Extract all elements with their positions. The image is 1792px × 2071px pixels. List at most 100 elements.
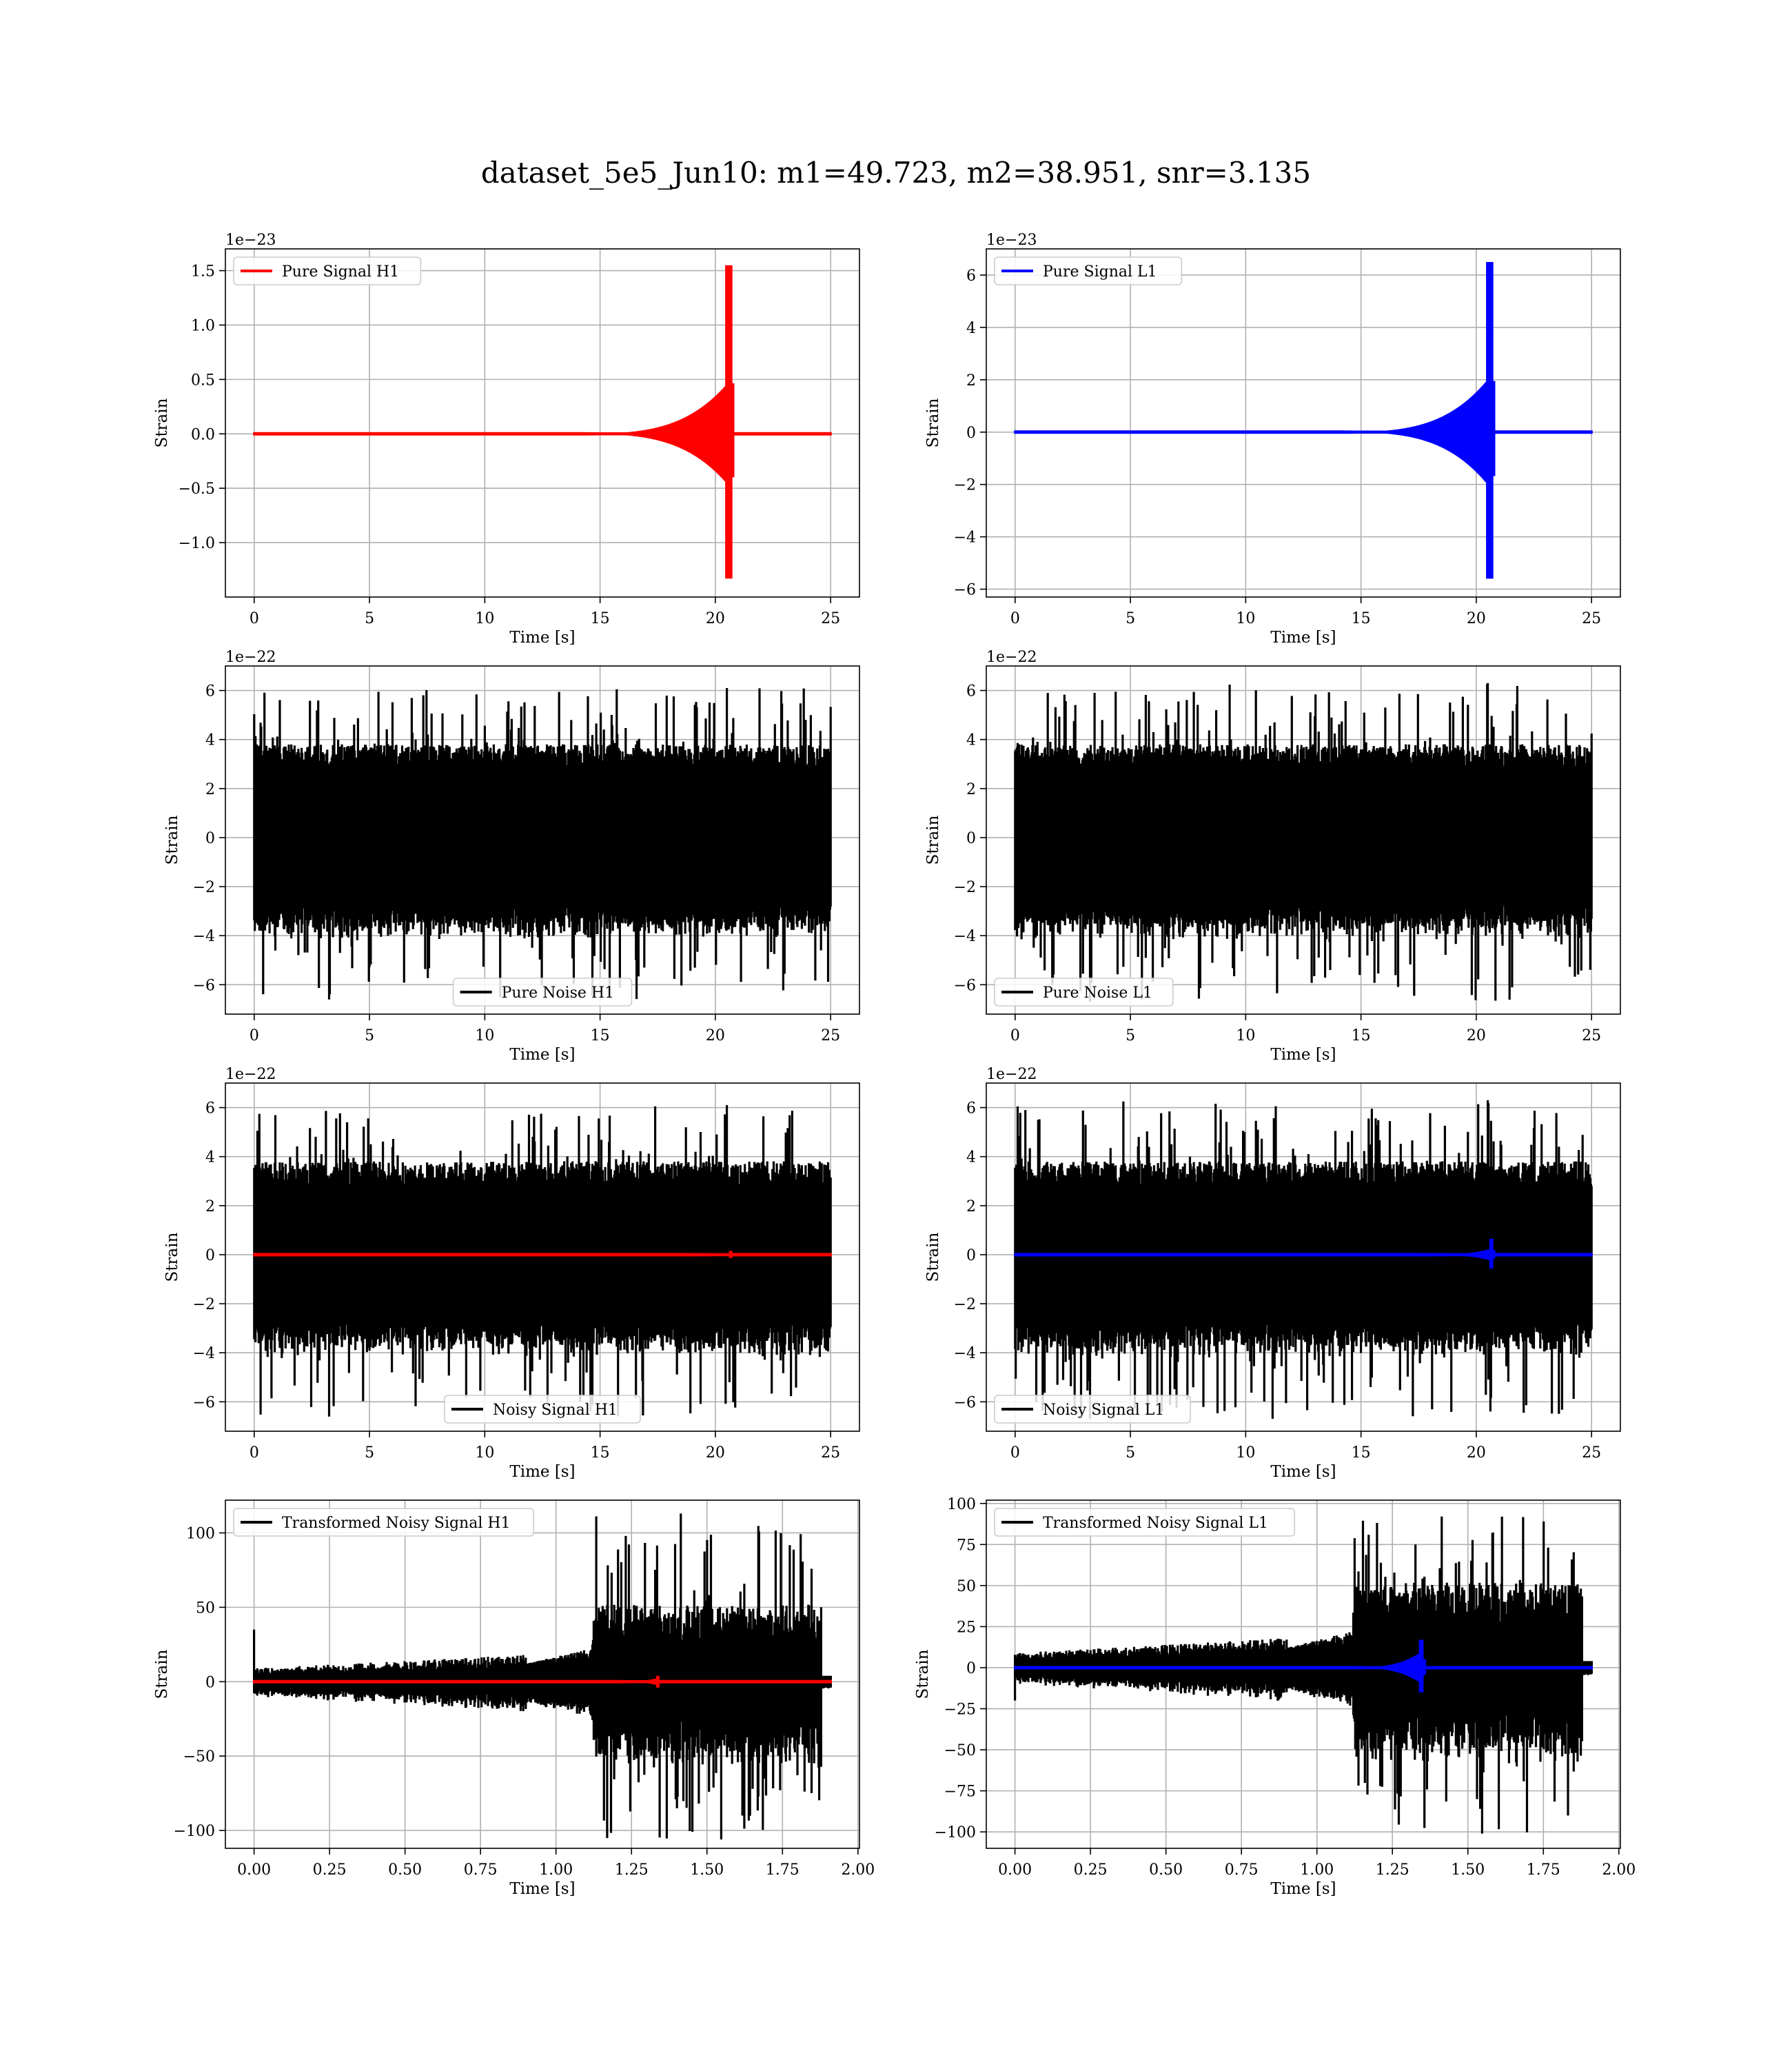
series-line-0 <box>253 1513 832 1840</box>
y-tick-label-3: 0.5 <box>191 372 215 389</box>
x-tick-label-6: 1.50 <box>1451 1861 1485 1879</box>
y-tick-label-0: −100 <box>174 1823 215 1840</box>
y-tick-label-5: 25 <box>957 1619 976 1636</box>
x-axis-label: Time [s] <box>509 1880 575 1898</box>
y-tick-label-5: 1.5 <box>191 263 215 281</box>
y-tick-label-0: −6 <box>954 977 976 994</box>
chart-pure-noise-l1: 0 5 10 15 20 25 −6 −4 −2 0 2 4 6 1e−22 Time [s] Strain P… <box>924 649 1621 1064</box>
offset-text: 1e−22 <box>225 649 276 666</box>
y-tick-label-6: 6 <box>205 1100 215 1118</box>
x-tick-label-5: 1.25 <box>615 1861 649 1879</box>
x-tick-label-4: 1.00 <box>1300 1861 1334 1879</box>
legend-label: Transformed Noisy Signal L1 <box>1043 1515 1268 1532</box>
x-tick-label-7: 1.75 <box>766 1861 800 1879</box>
y-tick-label-1: −4 <box>193 1345 215 1362</box>
axes-frame <box>225 665 860 1015</box>
y-tick-label-3: −25 <box>944 1701 976 1719</box>
y-axis-label: Strain <box>163 1232 181 1282</box>
x-tick-label-2: 10 <box>1236 610 1255 627</box>
x-tick-label-3: 15 <box>1352 610 1371 627</box>
axes-frame <box>986 248 1621 598</box>
legend: Pure Noise H1 <box>452 978 633 1007</box>
x-tick-label-2: 10 <box>1236 1027 1255 1044</box>
x-tick-label-5: 25 <box>821 1444 840 1462</box>
y-tick-label-1: −4 <box>954 1345 976 1362</box>
legend: Noisy Signal H1 <box>444 1395 641 1424</box>
y-axis-label: Strain <box>153 398 171 447</box>
y-tick-label-8: 100 <box>947 1496 976 1513</box>
x-tick-label-0: 0 <box>250 610 259 627</box>
y-tick-label-2: 0 <box>205 1674 215 1691</box>
x-tick-label-0: 0.00 <box>237 1861 271 1879</box>
y-tick-label-6: 6 <box>966 1100 976 1118</box>
x-tick-label-1: 5 <box>1126 1444 1135 1462</box>
y-tick-label-2: −2 <box>193 879 215 896</box>
y-tick-label-1: −75 <box>944 1784 976 1801</box>
legend-box <box>994 256 1183 285</box>
y-tick-label-2: −2 <box>954 477 976 494</box>
x-axis-label: Time [s] <box>1270 1463 1336 1481</box>
legend-box <box>444 1395 641 1424</box>
y-tick-label-6: 6 <box>966 267 976 285</box>
chart-pure-noise-h1: 0 5 10 15 20 25 −6 −4 −2 0 2 4 6 1e−22 Time [s] Strain P… <box>163 649 860 1064</box>
offset-text: 1e−22 <box>225 1066 276 1083</box>
legend-label: Pure Signal H1 <box>282 263 399 281</box>
x-axis-label: Time [s] <box>509 1463 575 1481</box>
y-axis-label: Strain <box>153 1649 171 1699</box>
legend-label: Noisy Signal H1 <box>493 1402 618 1419</box>
x-tick-label-5: 1.25 <box>1376 1861 1409 1879</box>
y-tick-label-5: 4 <box>966 732 976 749</box>
x-axis-label: Time [s] <box>1270 1880 1336 1898</box>
chart-noisy-signal-h1: 0 5 10 15 20 25 −6 −4 −2 0 2 4 6 1e−22 Time [s] Strain N… <box>163 1066 860 1481</box>
axes-frame <box>225 248 860 598</box>
x-axis-label: Time [s] <box>509 629 575 647</box>
y-axis-label: Strain <box>924 1232 942 1282</box>
x-tick-label-1: 0.25 <box>1074 1861 1108 1879</box>
x-tick-label-3: 0.75 <box>1225 1861 1259 1879</box>
y-tick-label-6: 50 <box>957 1578 976 1595</box>
x-tick-label-4: 20 <box>706 610 725 627</box>
x-tick-label-4: 20 <box>706 1444 725 1462</box>
x-tick-label-1: 5 <box>365 1444 374 1462</box>
y-axis-label: Strain <box>924 815 942 865</box>
legend-box <box>994 978 1174 1007</box>
x-axis-label: Time [s] <box>1270 629 1336 647</box>
x-tick-label-2: 10 <box>475 610 494 627</box>
y-tick-label-3: 0 <box>966 830 976 847</box>
legend-label: Pure Signal L1 <box>1043 263 1157 281</box>
x-tick-label-3: 15 <box>591 1027 610 1044</box>
x-tick-label-2: 0.50 <box>388 1861 422 1879</box>
x-tick-label-4: 1.00 <box>539 1861 573 1879</box>
series-line-0 <box>1014 1100 1593 1420</box>
y-tick-label-1: −0.5 <box>179 481 215 498</box>
legend-box <box>994 1395 1191 1424</box>
chart-transformed-noisy-signal-l1: 0.00 0.25 0.50 0.75 1.00 1.25 1.50 1.75 2.00 −100… <box>914 1496 1636 1898</box>
y-tick-label-0: −6 <box>193 977 215 994</box>
x-tick-label-0: 0 <box>250 1444 259 1462</box>
y-tick-label-4: 2 <box>205 781 215 798</box>
x-axis-label: Time [s] <box>1270 1046 1336 1064</box>
x-tick-label-4: 20 <box>706 1027 725 1044</box>
x-tick-label-3: 15 <box>591 610 610 627</box>
y-tick-label-4: 2 <box>966 1198 976 1215</box>
legend-box <box>233 1508 535 1537</box>
legend-box <box>994 1508 1296 1537</box>
legend: Pure Signal H1 <box>233 256 422 285</box>
y-tick-label-3: 0 <box>966 425 976 442</box>
y-tick-label-3: 0 <box>966 1247 976 1264</box>
y-tick-label-4: 2 <box>205 1198 215 1215</box>
y-tick-label-5: 4 <box>966 320 976 337</box>
y-tick-label-2: −2 <box>193 1296 215 1313</box>
legend-label: Transformed Noisy Signal H1 <box>282 1515 511 1532</box>
y-tick-label-6: 6 <box>966 683 976 700</box>
x-tick-label-7: 1.75 <box>1527 1861 1560 1879</box>
chart-pure-signal-h1: 0 5 10 15 20 25 −1.0 −0.5 0.0 0.5 1.0 1.5 1e−23 Time … <box>153 232 860 647</box>
x-tick-label-4: 20 <box>1467 1027 1486 1044</box>
y-tick-label-1: −4 <box>954 529 976 547</box>
y-tick-label-1: −50 <box>183 1748 215 1766</box>
x-tick-label-3: 15 <box>1352 1444 1371 1462</box>
y-axis-label: Strain <box>924 398 942 447</box>
y-tick-label-0: −100 <box>935 1824 976 1841</box>
y-axis-label: Strain <box>914 1649 932 1699</box>
